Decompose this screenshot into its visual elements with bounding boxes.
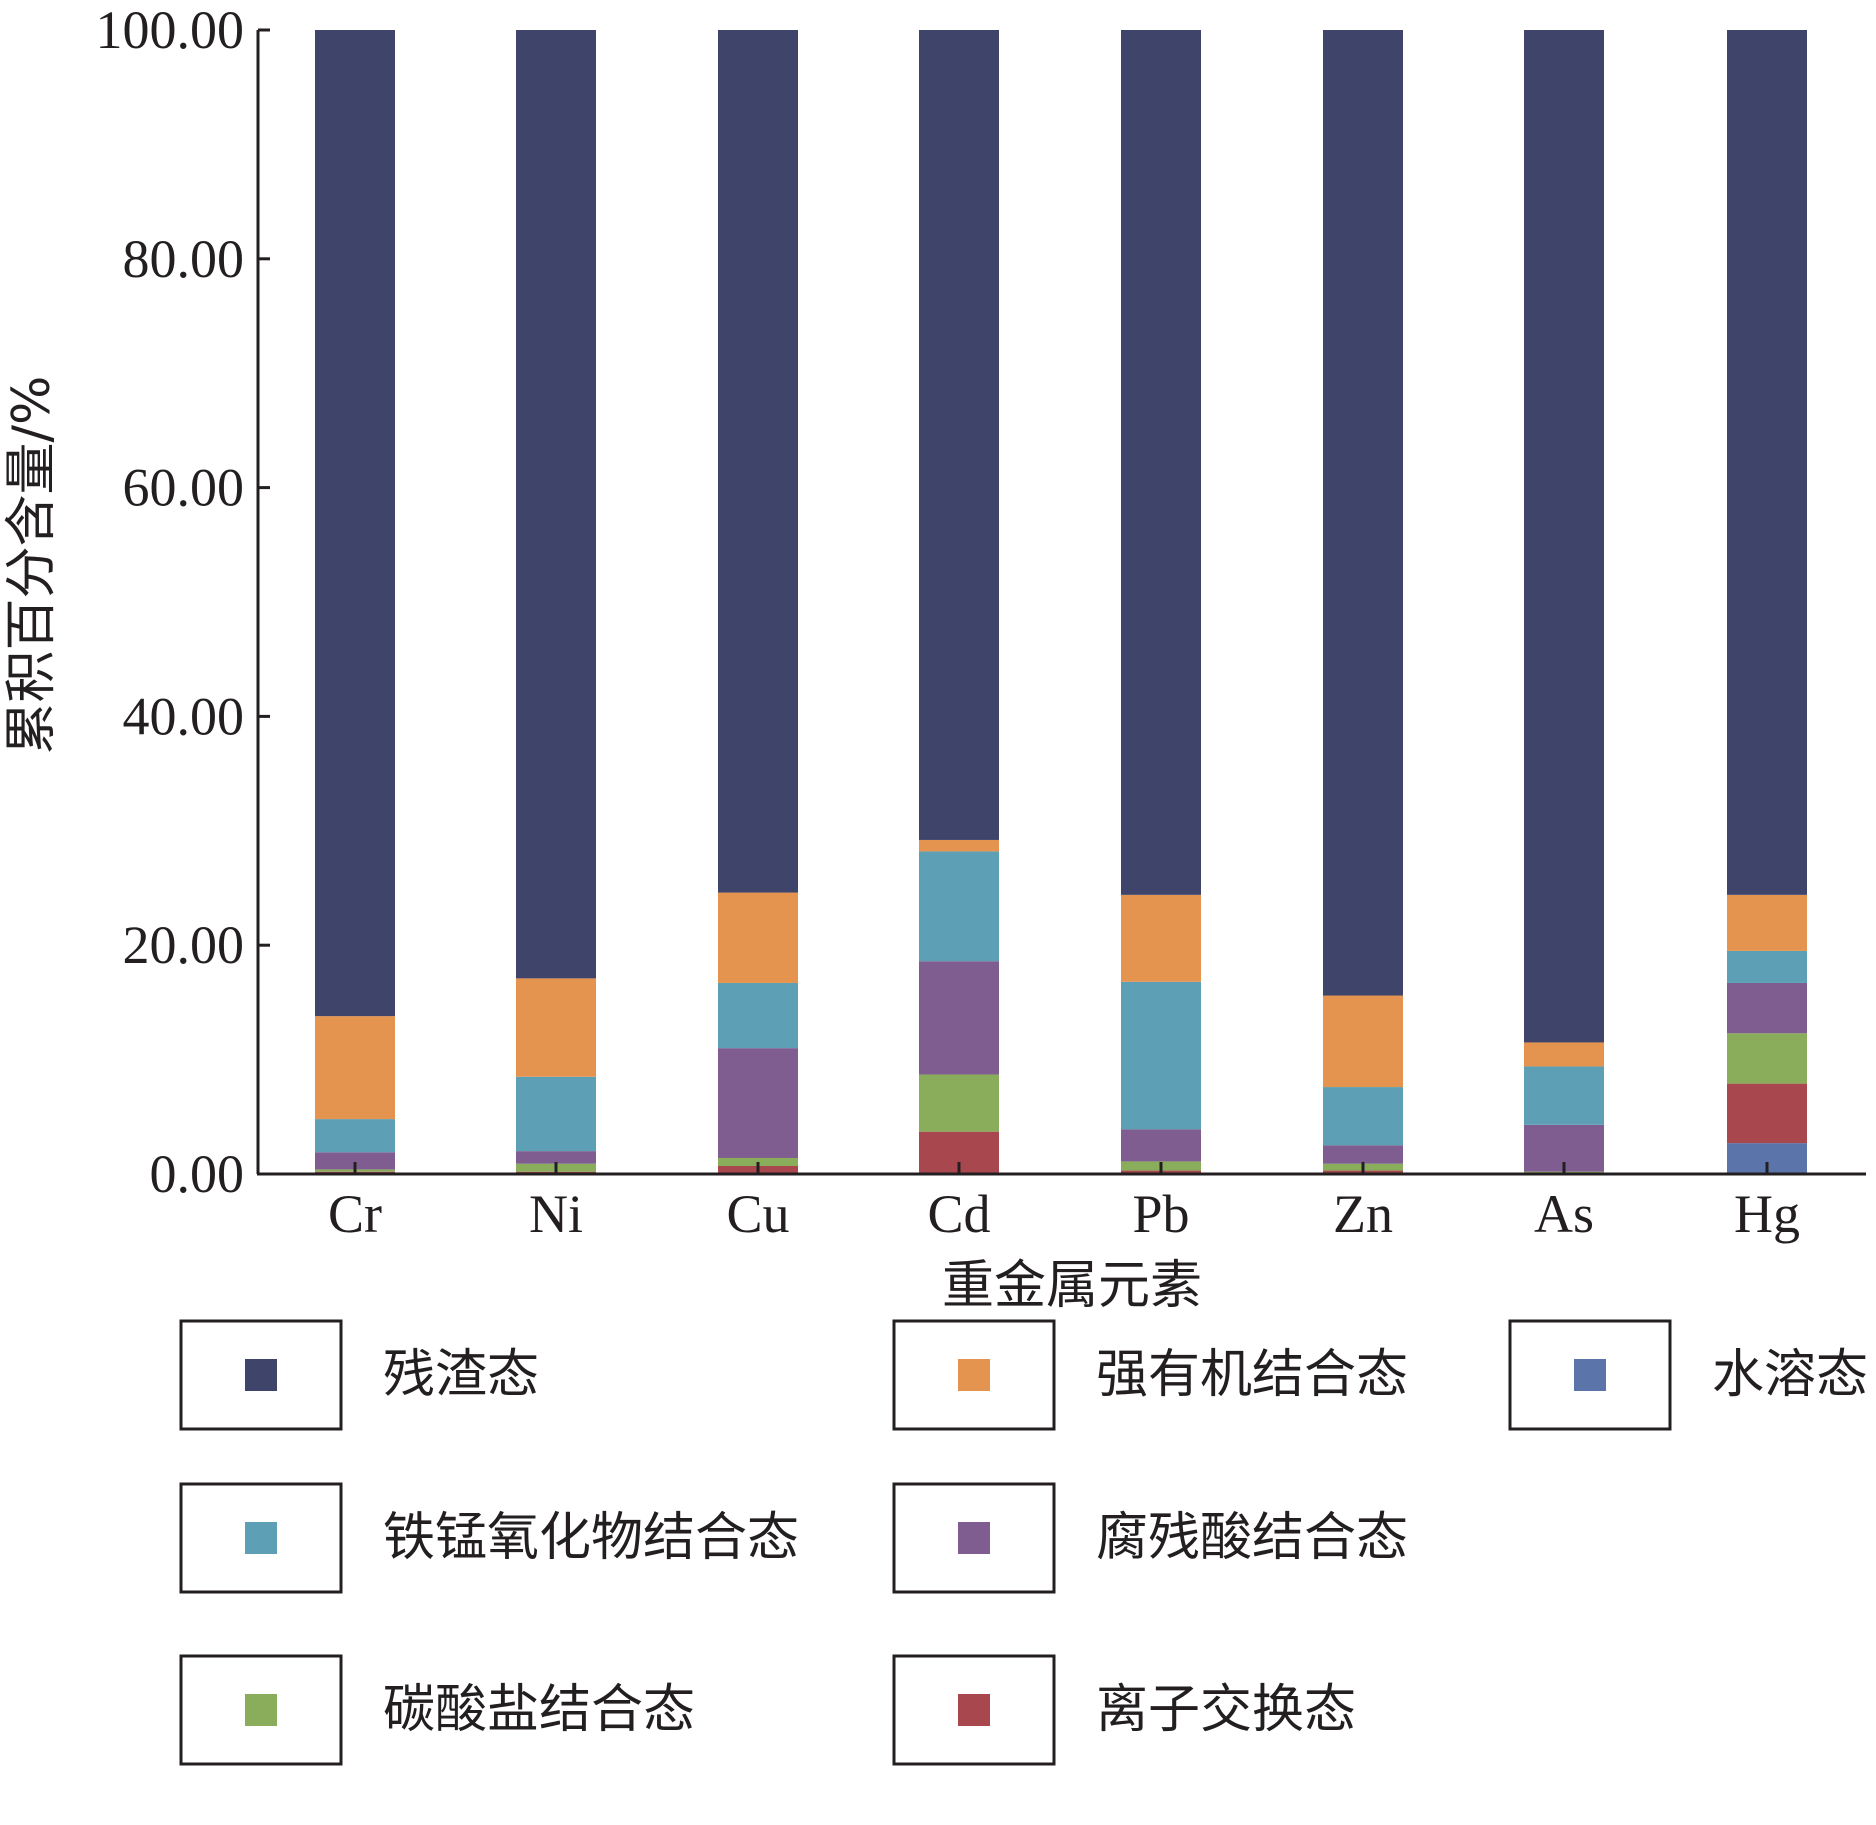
bar-segment-zn-4: [1323, 1087, 1403, 1146]
bar-segment-hg-3: [1727, 982, 1807, 1034]
legend-label: 碳酸盐结合态: [383, 1680, 695, 1740]
legend-item: 水溶态: [1508, 1319, 1868, 1431]
bar-segment-hg-2: [1727, 1033, 1807, 1084]
bar-segment-cr-6: [315, 30, 395, 1017]
legend-item: 强有机结合态: [892, 1319, 1408, 1431]
bars-layer: [315, 30, 1807, 1174]
bar-segment-ni-3: [516, 1151, 596, 1164]
legend-label: 铁锰氧化物结合态: [383, 1508, 799, 1568]
bar-segment-ni-5: [516, 978, 596, 1077]
bar-stack-zn: [1323, 30, 1403, 1174]
y-ticks-layer: 0.00 20.00 40.00 60.00 80.00 100.00: [96, 0, 270, 1204]
legend-label: 强有机结合态: [1096, 1345, 1408, 1405]
y-tick-label: 40.00: [123, 686, 245, 746]
bar-segment-cr-5: [315, 1016, 395, 1120]
axes-layer: [256, 30, 1866, 1176]
y-tick-label: 100.00: [96, 0, 245, 60]
y-tick-label: 0.00: [150, 1144, 245, 1204]
bar-stack-as: [1524, 30, 1604, 1174]
x-tick-label: Cd: [927, 1184, 990, 1244]
x-tick-label: Ni: [529, 1184, 583, 1244]
legend-item: 腐残酸结合态: [892, 1482, 1408, 1594]
bar-segment-hg-1: [1727, 1083, 1807, 1144]
legend-swatch: [245, 1694, 277, 1726]
bar-stack-pb: [1121, 30, 1201, 1174]
x-axis-title: 重金属元素: [942, 1256, 1202, 1316]
bar-segment-cr-3: [315, 1152, 395, 1170]
bar-segment-zn-3: [1323, 1145, 1403, 1164]
bar-segment-cu-6: [718, 30, 798, 893]
x-tick-label: Hg: [1734, 1184, 1800, 1244]
bar-stack-cr: [315, 30, 395, 1174]
bar-segment-zn-5: [1323, 995, 1403, 1088]
bar-stack-hg: [1727, 30, 1807, 1174]
bar-segment-hg-5: [1727, 894, 1807, 951]
bar-segment-pb-5: [1121, 894, 1201, 982]
legend-item: 碳酸盐结合态: [179, 1654, 695, 1766]
legend-swatch: [958, 1694, 990, 1726]
bar-segment-cd-2: [919, 1074, 999, 1132]
y-tick-label: 60.00: [123, 458, 245, 518]
bar-segment-pb-3: [1121, 1129, 1201, 1162]
x-tick-label: Cu: [726, 1184, 789, 1244]
legend-label: 水溶态: [1712, 1345, 1868, 1405]
bar-segment-hg-4: [1727, 950, 1807, 983]
legend-swatch: [958, 1359, 990, 1391]
x-tick-label: As: [1534, 1184, 1594, 1244]
y-tick-label: 80.00: [123, 229, 245, 289]
bar-segment-cu-3: [718, 1048, 798, 1158]
y-tick-label: 20.00: [123, 915, 245, 975]
legend-item: 铁锰氧化物结合态: [179, 1482, 799, 1594]
legend-swatch: [245, 1359, 277, 1391]
bar-stack-cd: [919, 30, 999, 1174]
y-axis-title: 累积百分含量/%: [2, 376, 62, 755]
bar-segment-as-6: [1524, 30, 1604, 1043]
legend-label: 残渣态: [383, 1345, 539, 1405]
bar-segment-pb-6: [1121, 30, 1201, 895]
bar-stack-ni: [516, 30, 596, 1174]
bar-segment-cu-2: [718, 1157, 798, 1166]
bar-segment-cd-3: [919, 961, 999, 1075]
bar-segment-as-4: [1524, 1066, 1604, 1125]
x-tick-label: Cr: [328, 1184, 382, 1244]
bar-segment-cd-5: [919, 839, 999, 852]
legend-swatch: [958, 1522, 990, 1554]
bar-segment-zn-6: [1323, 30, 1403, 996]
legend-item: 离子交换态: [892, 1654, 1356, 1766]
legend-swatch: [245, 1522, 277, 1554]
legend-label: 腐残酸结合态: [1096, 1508, 1408, 1568]
bar-segment-ni-4: [516, 1076, 596, 1152]
bar-segment-hg-6: [1727, 30, 1807, 895]
bar-segment-pb-4: [1121, 981, 1201, 1130]
bar-segment-cd-6: [919, 30, 999, 840]
x-ticks-layer: Cr Ni Cu Cd Pb Zn As Hg: [328, 1162, 1800, 1244]
bar-segment-cu-5: [718, 892, 798, 983]
x-tick-label: Zn: [1333, 1184, 1393, 1244]
bar-segment-as-5: [1524, 1042, 1604, 1067]
legend-box: [892, 1319, 1056, 1431]
bar-segment-cu-4: [718, 982, 798, 1049]
x-tick-label: Pb: [1132, 1184, 1189, 1244]
legend-label: 离子交换态: [1096, 1680, 1356, 1740]
bar-stack-cu: [718, 30, 798, 1174]
bar-segment-cr-4: [315, 1119, 395, 1153]
bar-segment-cd-4: [919, 851, 999, 962]
legend-item: 残渣态: [179, 1319, 539, 1431]
bar-segment-ni-6: [516, 30, 596, 979]
legend-swatch: [1574, 1359, 1606, 1391]
